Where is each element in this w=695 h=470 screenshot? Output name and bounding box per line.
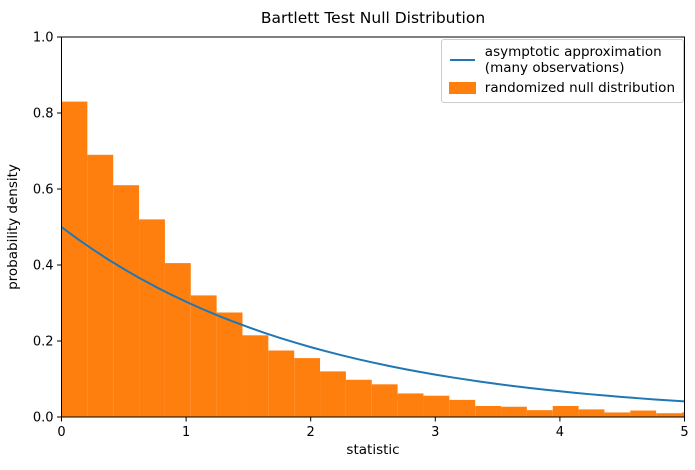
histogram-bar	[682, 412, 685, 417]
legend-label-line: asymptotic approximation	[484, 44, 662, 60]
histogram-bar	[242, 335, 269, 417]
chart-title: Bartlett Test Null Distribution	[261, 9, 485, 27]
x-tick-label: 1	[182, 425, 190, 440]
patch-swatch-icon	[448, 82, 476, 95]
legend: asymptotic approximation (many observati…	[440, 39, 684, 104]
histogram-bar	[268, 350, 295, 417]
histogram-bar	[320, 371, 346, 417]
asymptotic-curve	[61, 226, 685, 403]
y-tick-label: 0.8	[33, 107, 54, 122]
plot-spines	[61, 36, 685, 418]
histogram-bar	[113, 185, 140, 417]
histogram-bar	[656, 413, 683, 417]
histogram-bar	[345, 379, 372, 417]
histogram-bar	[475, 405, 502, 417]
histogram-bar	[87, 154, 114, 417]
legend-entry-randomized: randomized null distribution	[448, 79, 675, 96]
y-tick-label: 0.4	[33, 259, 54, 274]
y-tick-label: 0.0	[33, 411, 54, 426]
histogram-bar	[501, 406, 527, 417]
histogram-bar	[371, 384, 398, 417]
line-swatch-icon	[449, 59, 475, 62]
legend-label-line: (many observations)	[484, 60, 625, 77]
histogram-bar	[630, 410, 657, 417]
histogram-bar	[61, 101, 88, 417]
line-series	[61, 226, 685, 403]
histogram-bar	[139, 219, 165, 417]
histogram-bar	[552, 405, 579, 417]
histogram-bar	[294, 358, 321, 417]
y-tick-label: 0.2	[33, 335, 54, 350]
x-tick-label: 5	[680, 425, 688, 440]
axes	[61, 36, 685, 418]
x-tick-label: 3	[431, 425, 439, 440]
x-tick-label: 4	[556, 425, 564, 440]
tick-labels: 0 1 2 3 4 5 0.0 0.2 0.4 0.6 0.8 1.0	[33, 31, 689, 441]
histogram-bar	[216, 312, 243, 417]
x-tick-label: 2	[307, 425, 315, 440]
y-tick-label: 0.6	[33, 183, 54, 198]
y-axis-label: probability density	[5, 164, 21, 290]
histogram-series	[61, 101, 685, 417]
histogram-bar	[397, 393, 424, 417]
histogram-bar	[604, 412, 631, 417]
histogram-bar	[164, 263, 191, 417]
histogram-bar	[190, 295, 217, 417]
legend-label-line: randomized null distribution	[484, 79, 675, 96]
histogram-bar	[526, 410, 553, 417]
legend-entry-asymptotic: asymptotic approximation (many observati…	[449, 44, 675, 77]
histogram-bar	[423, 395, 450, 417]
x-tick-label: 0	[57, 425, 65, 440]
x-axis-label: statistic	[346, 442, 399, 458]
y-tick-label: 1.0	[33, 31, 54, 46]
histogram-bar	[449, 399, 476, 417]
histogram-bar	[578, 409, 605, 417]
